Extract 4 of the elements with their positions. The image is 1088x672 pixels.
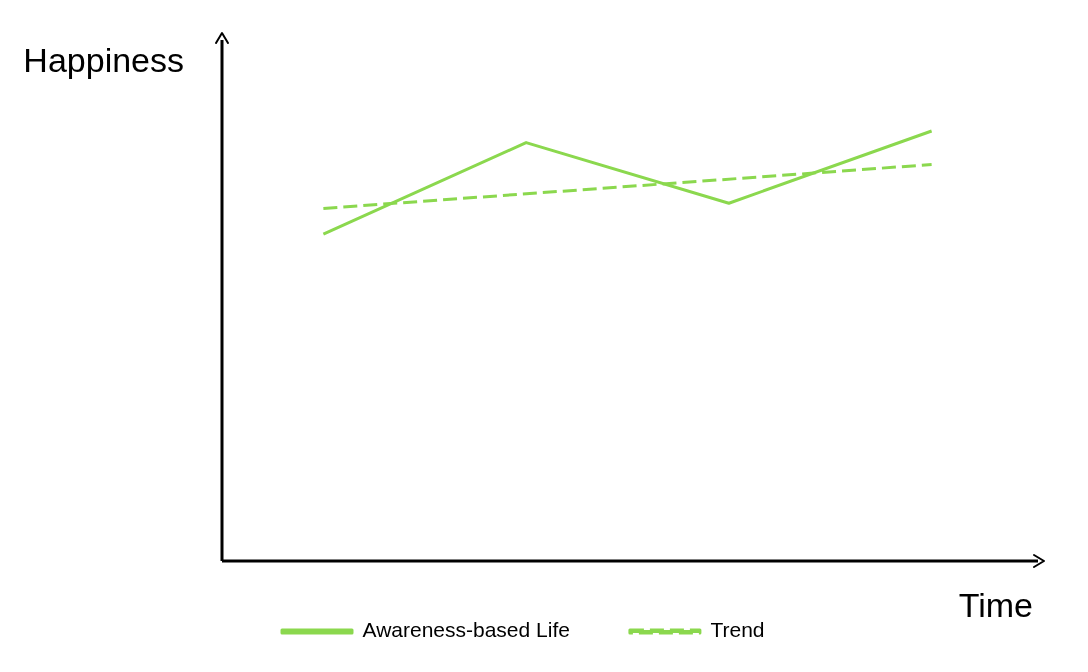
y-axis-title: Happiness bbox=[23, 41, 184, 80]
legend-label: Trend bbox=[710, 618, 765, 642]
x-axis-title: Time bbox=[958, 586, 1033, 625]
legend-label: Awareness-based Life bbox=[362, 618, 570, 642]
